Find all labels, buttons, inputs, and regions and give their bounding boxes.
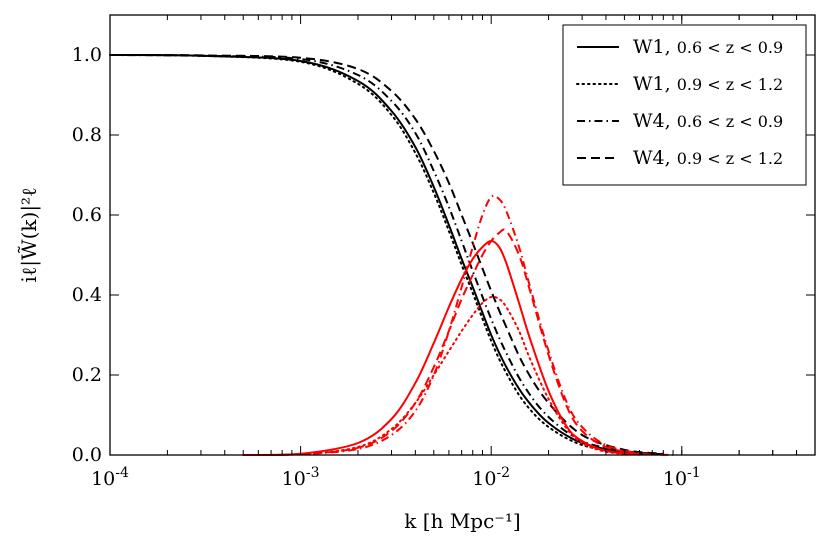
legend-label: W1, 0.9 < z < 1.2 bbox=[633, 73, 783, 95]
y-tick-label: 0.6 bbox=[72, 204, 102, 226]
series-line-5 bbox=[243, 239, 640, 457]
series-line-7 bbox=[243, 194, 674, 456]
y-tick-label: 0.0 bbox=[72, 444, 102, 466]
series-line-1 bbox=[109, 54, 664, 456]
legend-label: W4, 0.9 < z < 1.2 bbox=[633, 147, 783, 169]
legend-box bbox=[562, 24, 807, 186]
x-tick-label: 10-4 bbox=[91, 465, 129, 490]
plot-frame bbox=[109, 14, 816, 456]
y-tick-label: 0.8 bbox=[72, 124, 102, 146]
y-axis-label: iℓ|W̃(k)|²ℓ bbox=[17, 187, 42, 282]
x-tick-label: 10-2 bbox=[472, 465, 510, 490]
series-line-6 bbox=[242, 295, 641, 457]
x-tick-label: 10-1 bbox=[663, 465, 701, 490]
y-tick-label: 1.0 bbox=[72, 44, 102, 66]
y-axis: 0.0 0.2 0.4 0.6 0.8 1.0 bbox=[72, 44, 815, 466]
x-tick-label: 10-3 bbox=[282, 465, 320, 490]
y-tick-label: 0.2 bbox=[72, 364, 102, 386]
series-line-8 bbox=[243, 228, 640, 457]
series-lines bbox=[109, 54, 674, 457]
legend: W1, 0.6 < z < 0.9 W1, 0.9 < z < 1.2 W4, 0.… bbox=[562, 24, 807, 186]
series-line-3 bbox=[109, 54, 664, 456]
y-tick-label: 0.4 bbox=[72, 284, 102, 306]
x-axis-label: k [h Mpc⁻¹] bbox=[404, 509, 520, 533]
legend-label: W1, 0.6 < z < 0.9 bbox=[633, 36, 783, 58]
legend-label: W4, 0.6 < z < 0.9 bbox=[633, 110, 783, 132]
series-line-2 bbox=[109, 54, 665, 456]
x-axis: 10-4 10-3 10-2 10-1 bbox=[91, 15, 816, 490]
